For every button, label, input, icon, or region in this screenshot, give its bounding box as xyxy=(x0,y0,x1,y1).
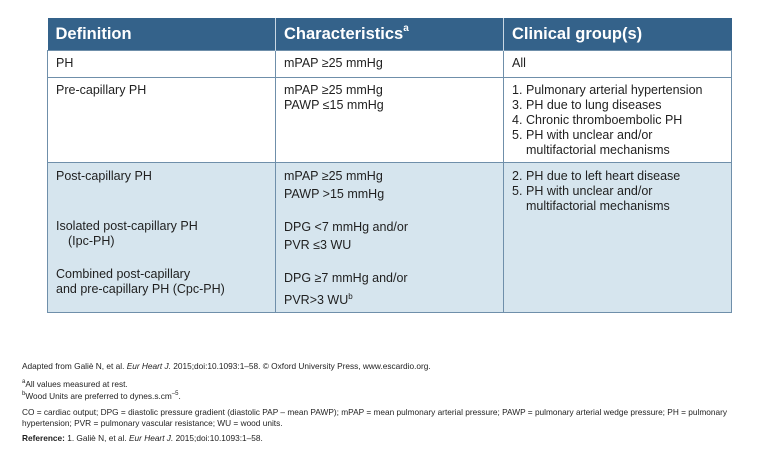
group-item: 2. PH due to left heart disease xyxy=(512,169,681,183)
subtype-cpc-label: Combined post-capillary xyxy=(56,267,191,281)
cell-clinical-groups: All xyxy=(503,50,732,78)
cell-definition: Pre-capillary PH xyxy=(47,77,276,163)
footnote-a: aAll values measured at rest. xyxy=(22,378,128,389)
cell-characteristics: mPAP ≥25 mmHg PAWP >15 mmHg DPG <7 mmHg … xyxy=(275,161,504,314)
table-row-ph: PH mPAP ≥25 mmHg All xyxy=(47,50,732,78)
group-item: 1. Pulmonary arterial hypertension xyxy=(512,83,703,97)
cell-characteristics: mPAP ≥25 mmHg PAWP ≤15 mmHg xyxy=(275,77,504,163)
abbreviations: CO = cardiac output; DPG = diastolic pre… xyxy=(22,407,728,428)
cell-definition: PH xyxy=(47,50,276,78)
ph-definitions-table: Definition Characteristicsa Clinical gro… xyxy=(47,18,732,314)
group-item: 4. Chronic thromboembolic PH xyxy=(512,113,683,127)
cell-definition: Post-capillary PH Isolated post-capillar… xyxy=(47,161,276,314)
cell-clinical-groups: 2. PH due to left heart disease 5. PH with… xyxy=(503,161,732,314)
header-footnote-marker: a xyxy=(403,22,409,34)
group-item: 3. PH due to lung diseases xyxy=(512,98,662,112)
header-clinical-groups: Clinical group(s) xyxy=(503,18,732,51)
table-notes: Adapted from Galiè N, et al. Eur Heart J… xyxy=(22,361,742,444)
reference: Reference: 1. Galiè N, et al. Eur Heart … xyxy=(22,433,263,444)
header-characteristics: Characteristicsa xyxy=(275,18,504,51)
table-header-row: Definition Characteristicsa Clinical gro… xyxy=(47,18,732,51)
table-row-pre-capillary: Pre-capillary PH mPAP ≥25 mmHg PAWP ≤15 … xyxy=(47,77,732,163)
table-row-post-capillary: Post-capillary PH Isolated post-capillar… xyxy=(47,161,732,314)
footnote-marker-b: b xyxy=(348,292,353,301)
group-item: 5. PH with unclear and/or multifactorial m… xyxy=(512,128,670,157)
group-item: 5. PH with unclear and/or multifactorial m… xyxy=(512,184,670,213)
footnote-b: bWood Units are preferred to dynes.s.cm–… xyxy=(22,390,181,401)
cell-clinical-groups: 1. Pulmonary arterial hypertension 3. PH d… xyxy=(503,77,732,163)
source-attribution: Adapted from Galiè N, et al. Eur Heart J… xyxy=(22,361,431,371)
subtype-ipc-label: Isolated post-capillary PH xyxy=(56,219,198,233)
cell-characteristics: mPAP ≥25 mmHg xyxy=(275,50,504,78)
header-definition: Definition xyxy=(47,18,276,51)
